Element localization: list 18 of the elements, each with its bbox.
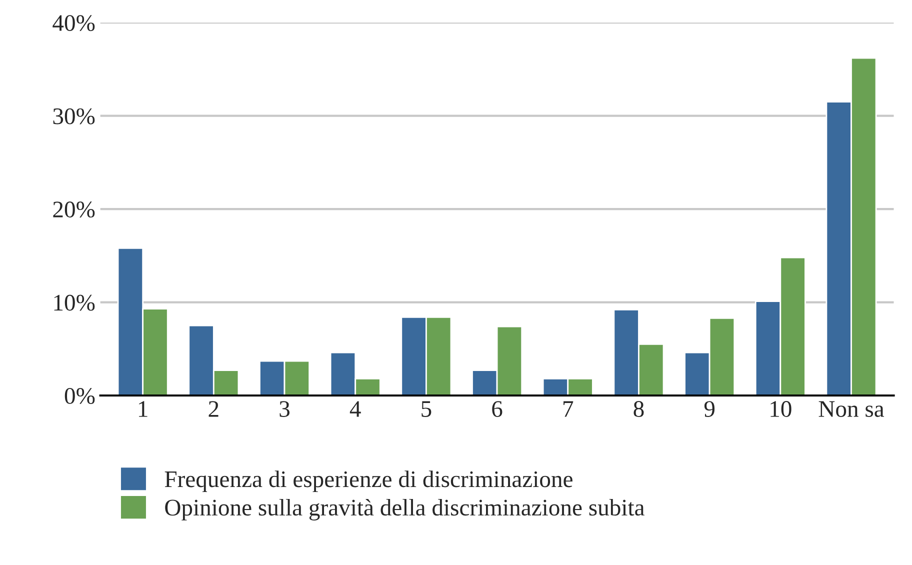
x-tick-label: 4: [350, 401, 361, 417]
x-tick-label: 8: [634, 401, 644, 417]
legend-label: Frequenza di esperienze di discriminazione: [164, 470, 572, 492]
x-tick-label: 10: [770, 401, 792, 417]
x-tick-label: 7: [564, 401, 574, 417]
x-tick-label: 1: [139, 401, 148, 417]
y-tick-label: 40%: [52, 15, 95, 32]
y-tick-label: 10%: [54, 294, 95, 311]
x-tick-label: 9: [704, 401, 715, 417]
x-tick-label: 6: [492, 401, 502, 417]
x-tick-label: 3: [280, 401, 290, 417]
legend-label: Opinione sulla gravità della discriminazione subita: [165, 498, 644, 520]
x-tick-label: Non sa: [818, 401, 884, 417]
x-tick-label: 5: [422, 401, 432, 417]
y-tick-label: 0%: [64, 388, 95, 404]
y-tick-label: 20%: [53, 202, 95, 218]
y-tick-label: 30%: [53, 108, 95, 124]
x-tick-label: 2: [208, 401, 218, 417]
